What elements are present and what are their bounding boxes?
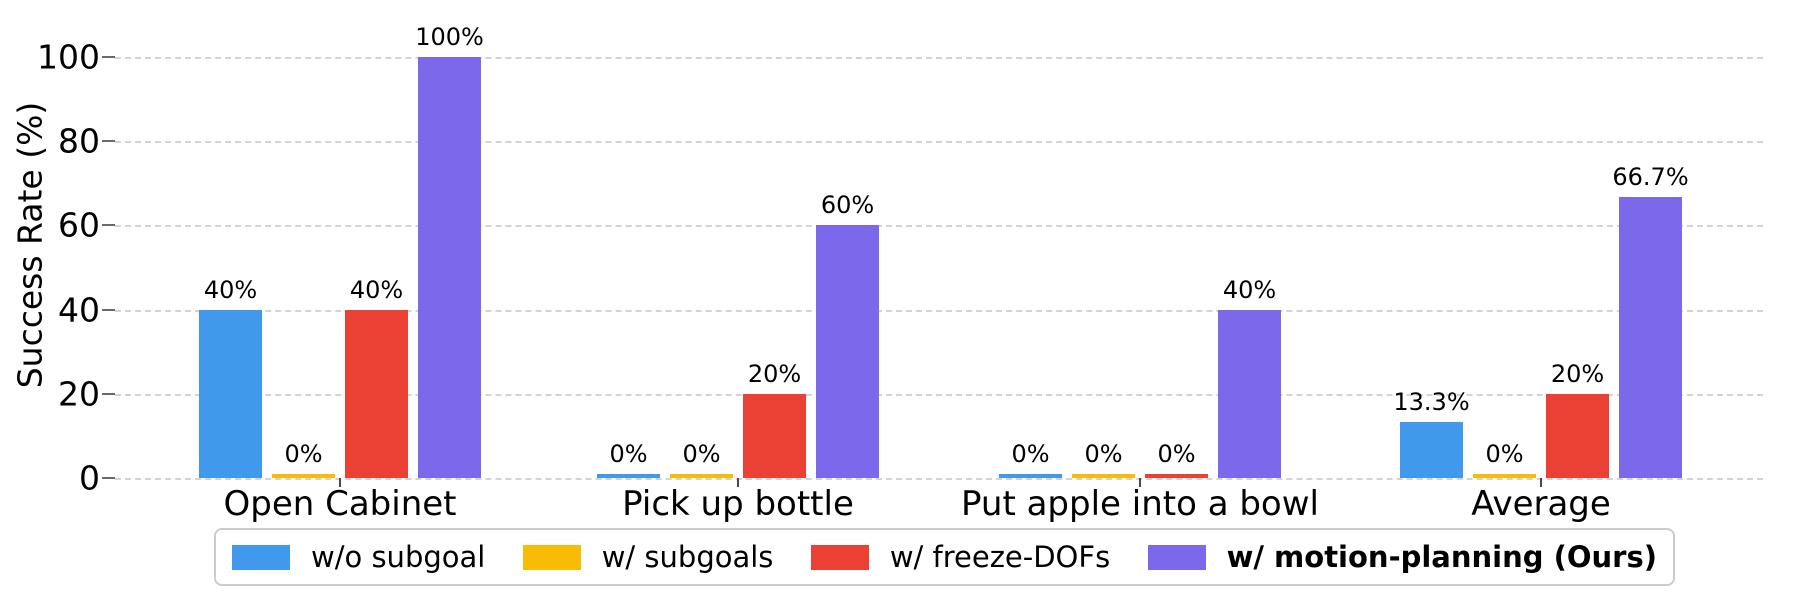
bar-value-label: 0% [1157,440,1196,468]
legend-item: w/o subgoal [232,540,485,574]
y-tick-mark [102,308,115,311]
bar-value-label: 40% [1222,275,1277,304]
bar-w-o-subgoal-pick-up-bottle [597,474,660,478]
bar-value-label: 0% [1011,440,1050,468]
bar-value-label: 20% [747,359,802,388]
bar-w-subgoals-pick-up-bottle [670,474,733,478]
legend-swatch [232,544,290,570]
bar-w-o-subgoal-open-cabinet [199,309,262,478]
y-tick-mark [102,140,115,143]
x-tick-mark [339,478,341,487]
bar-w-o-subgoal-put-apple-into-a-bowl [999,474,1062,478]
bar-value-label: 0% [682,440,721,468]
x-tick-mark [737,478,739,487]
y-tick-label: 60 [58,205,100,245]
bar-w-motion-planning-ours-put-apple-into-a-bowl [1218,309,1281,478]
x-axis-category-label: Pick up bottle [622,484,854,524]
y-tick-label: 80 [58,121,100,161]
gridline [115,478,1763,480]
bar-value-label: 0% [1485,440,1524,468]
bar-w-freeze-dofs-pick-up-bottle [743,393,806,478]
bar-w-freeze-dofs-put-apple-into-a-bowl [1145,474,1208,478]
y-tick-mark [102,477,115,479]
bar-value-label: 13.3% [1393,388,1470,416]
bar-w-motion-planning-ours-pick-up-bottle [816,225,879,478]
legend-item: w/ motion-planning (Ours) [1147,540,1657,574]
legend-label: w/ freeze-DOFs [889,540,1111,574]
y-tick-mark [102,224,115,227]
bar-value-label: 0% [609,440,648,468]
gridline [115,225,1763,228]
y-tick-label: 40 [58,290,100,330]
x-axis-category-label: Average [1471,484,1611,524]
bar-w-subgoals-put-apple-into-a-bowl [1072,474,1135,478]
bar-value-label: 66.7% [1612,163,1689,192]
x-tick-mark [1139,478,1141,487]
legend-label: w/ subgoals [601,540,774,574]
y-tick-label: 20 [58,374,100,414]
legend-swatch [1147,544,1206,570]
gridline [115,141,1763,144]
bar-w-motion-planning-ours-average [1619,197,1682,478]
legend-item: w/ subgoals [522,540,774,574]
y-tick-label: 100 [37,37,100,77]
bar-value-label: 0% [284,440,323,468]
y-tick-mark [102,56,115,58]
legend-label: w/o subgoal [311,540,486,574]
gridline [115,309,1763,312]
bar-w-freeze-dofs-open-cabinet [345,309,408,478]
legend-label: w/ motion-planning (Ours) [1226,540,1657,574]
legend-swatch [810,544,869,570]
bar-w-freeze-dofs-average [1546,393,1609,478]
gridline [115,393,1763,396]
legend-swatch [522,544,581,570]
bar-w-subgoals-open-cabinet [272,474,335,478]
bar-value-label: 0% [1084,440,1123,468]
bar-value-label: 60% [820,191,875,220]
bar-value-label: 40% [349,275,404,304]
bar-w-motion-planning-ours-open-cabinet [418,57,481,478]
legend: w/o subgoal w/ subgoals w/ freeze-DOFs w/ m… [214,528,1675,586]
y-tick-mark [102,392,115,395]
x-axis-category-label: Put apple into a bowl [961,484,1319,524]
bar-w-subgoals-average [1473,474,1536,478]
bar-w-o-subgoal-average [1400,422,1463,478]
x-tick-mark [1540,478,1542,487]
y-tick-label: 0 [79,458,100,498]
legend-item: w/ freeze-DOFs [810,540,1111,574]
bar-value-label: 40% [203,275,258,304]
bar-value-label: 20% [1550,359,1605,388]
x-axis-category-label: Open Cabinet [223,484,457,524]
bar-value-label: 100% [415,23,484,51]
gridline [115,57,1763,59]
